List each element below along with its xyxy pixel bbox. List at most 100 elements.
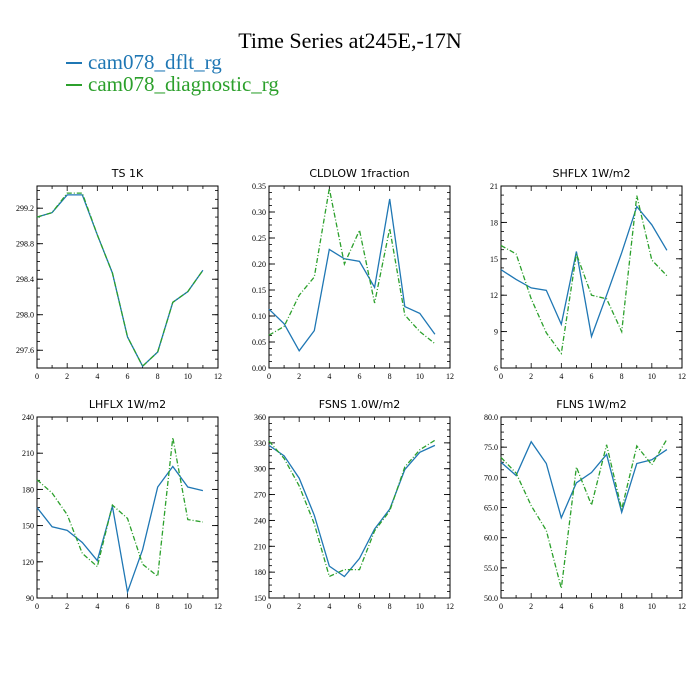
series-line [500, 205, 668, 339]
series-line [268, 198, 436, 352]
y-tick-label: 75.0 [484, 443, 498, 452]
series-line [36, 192, 204, 368]
x-tick-label: 4 [327, 372, 331, 381]
y-tick-label: 15 [490, 255, 498, 264]
panel-title: LHFLX 1W/m2 [89, 398, 166, 411]
panel-title: FLNS 1W/m2 [556, 398, 626, 411]
y-tick-label: 6 [494, 364, 498, 373]
x-tick-label: 10 [416, 372, 424, 381]
x-tick-label: 12 [446, 372, 454, 381]
x-tick-label: 6 [358, 602, 362, 611]
x-tick-label: 8 [620, 602, 624, 611]
series-line [36, 437, 204, 578]
y-tick-label: 70.0 [484, 473, 498, 482]
y-tick-label: 50.0 [484, 594, 498, 603]
x-tick-label: 0 [267, 372, 271, 381]
x-tick-label: 0 [35, 372, 39, 381]
page-title: Time Series at245E,-17N [238, 28, 462, 53]
y-tick-label: 150 [254, 594, 266, 603]
panel-title: TS 1K [111, 167, 144, 180]
plot-frame [36, 185, 219, 369]
series-line [36, 194, 204, 368]
series-line [500, 195, 668, 356]
y-tick-label: 298.0 [16, 311, 34, 320]
x-tick-label: 2 [65, 372, 69, 381]
x-tick-label: 6 [126, 372, 130, 381]
x-tick-label: 10 [184, 372, 192, 381]
plot-frame [500, 185, 683, 369]
y-tick-label: 150 [22, 522, 34, 531]
x-tick-label: 2 [529, 372, 533, 381]
y-tick-label: 298.4 [16, 275, 34, 284]
y-tick-label: 0.10 [252, 312, 266, 321]
x-tick-label: 12 [446, 602, 454, 611]
y-tick-label: 0.30 [252, 208, 266, 217]
legend-entry-diagnostic: cam078_diagnostic_rg [66, 72, 279, 97]
series-line [268, 188, 436, 345]
x-tick-label: 8 [388, 372, 392, 381]
x-tick-label: 0 [499, 602, 503, 611]
y-tick-label: 0.15 [252, 286, 266, 295]
y-tick-label: 21 [490, 182, 498, 191]
panel-title: FSNS 1.0W/m2 [319, 398, 401, 411]
x-tick-label: 10 [648, 602, 656, 611]
x-tick-label: 6 [126, 602, 130, 611]
series-line [500, 440, 668, 520]
y-tick-label: 120 [22, 558, 34, 567]
x-tick-label: 4 [327, 602, 331, 611]
y-tick-label: 360 [254, 413, 266, 422]
y-tick-label: 0.00 [252, 364, 266, 373]
x-tick-label: 4 [559, 372, 563, 381]
chart-panel: FLNS 1W/m2 0 2 4 6 8 10 12 50.0 55.0 60.0 65.0 70.0 7… [484, 398, 686, 611]
y-tick-label: 298.8 [16, 240, 34, 249]
y-tick-label: 270 [254, 491, 266, 500]
x-tick-label: 12 [214, 602, 222, 611]
y-tick-label: 55.0 [484, 564, 498, 573]
x-tick-label: 10 [184, 602, 192, 611]
panel-title: CLDLOW 1fraction [309, 167, 409, 180]
chart-panel: SHFLX 1W/m2 0 2 4 6 8 10 12 6 9 12 15 18 21 [490, 167, 686, 381]
x-tick-label: 10 [416, 602, 424, 611]
x-tick-label: 10 [648, 372, 656, 381]
y-tick-label: 297.6 [16, 346, 34, 355]
x-tick-label: 2 [529, 602, 533, 611]
y-tick-label: 18 [490, 218, 498, 227]
chart-panel: CLDLOW 1fraction 0 2 4 6 8 10 12 0.00 0.05 0.10 0.1… [252, 167, 454, 381]
plot-frame [500, 416, 683, 599]
x-tick-label: 2 [297, 372, 301, 381]
x-tick-label: 4 [559, 602, 563, 611]
plot-frame [36, 416, 219, 599]
x-tick-label: 12 [214, 372, 222, 381]
y-tick-label: 210 [22, 449, 34, 458]
y-tick-label: 0.05 [252, 338, 266, 347]
x-tick-label: 4 [95, 602, 99, 611]
x-tick-label: 12 [678, 372, 686, 381]
series-line [268, 439, 436, 578]
x-tick-label: 8 [620, 372, 624, 381]
x-tick-label: 8 [388, 602, 392, 611]
legend-line-dflt [66, 61, 82, 64]
x-tick-label: 8 [156, 602, 160, 611]
x-tick-label: 0 [35, 602, 39, 611]
y-tick-label: 60.0 [484, 534, 498, 543]
plot-frame [268, 416, 451, 599]
y-tick-label: 12 [490, 291, 498, 300]
legend-line-diagnostic [66, 83, 82, 86]
x-tick-label: 6 [590, 602, 594, 611]
panel-title: SHFLX 1W/m2 [552, 167, 630, 180]
y-tick-label: 180 [22, 485, 34, 494]
y-tick-label: 240 [254, 516, 266, 525]
chart-panel: FSNS 1.0W/m2 0 2 4 6 8 10 12 150 180 210 240 270 300 3… [254, 398, 454, 611]
x-tick-label: 4 [95, 372, 99, 381]
x-tick-label: 2 [297, 602, 301, 611]
x-tick-label: 0 [267, 602, 271, 611]
legend-label-dflt: cam078_dflt_rg [88, 50, 222, 74]
y-tick-label: 210 [254, 542, 266, 551]
y-tick-label: 299.2 [16, 204, 34, 213]
x-tick-label: 12 [678, 602, 686, 611]
x-tick-label: 2 [65, 602, 69, 611]
series-line [500, 438, 668, 589]
x-tick-label: 0 [499, 372, 503, 381]
y-tick-label: 180 [254, 568, 266, 577]
